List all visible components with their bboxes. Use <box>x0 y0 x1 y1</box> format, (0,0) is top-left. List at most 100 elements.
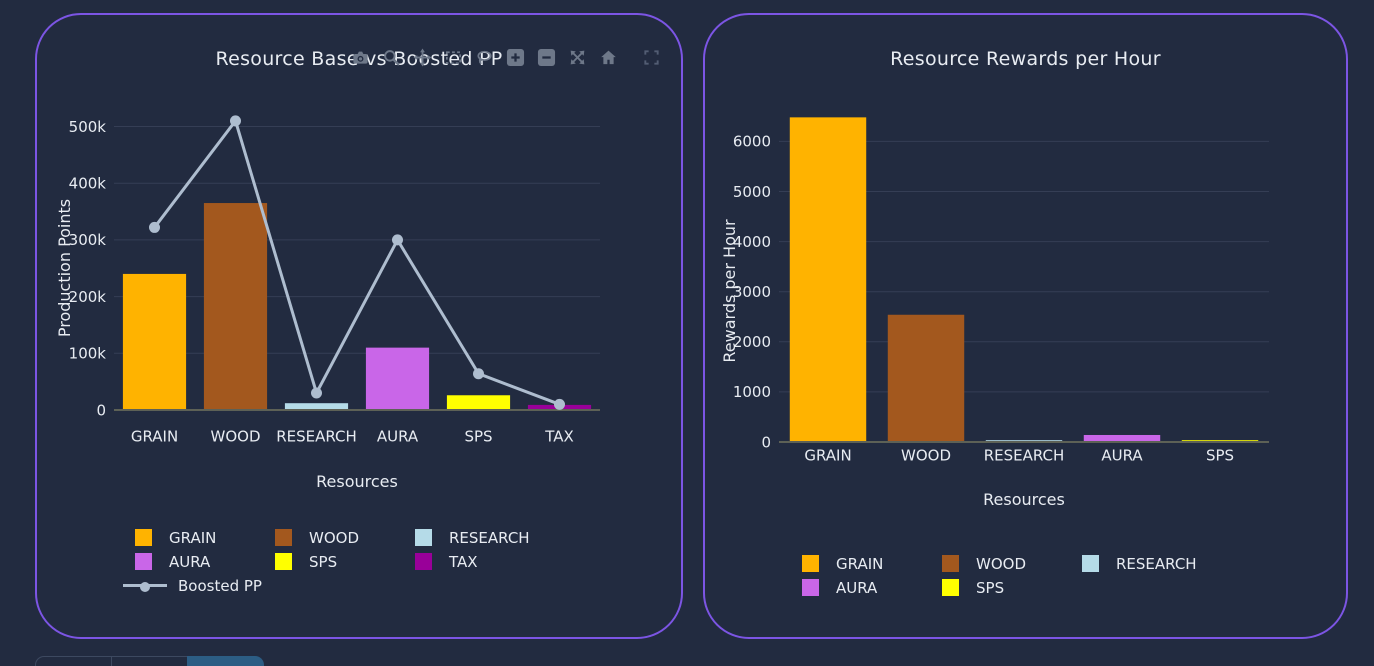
marker-research[interactable] <box>311 387 322 399</box>
marker-aura[interactable] <box>392 234 403 246</box>
legend-item-grain[interactable]: GRAIN <box>802 554 942 573</box>
plotly-modebar <box>351 48 661 67</box>
x-tick-label: TAX <box>544 427 574 445</box>
zoom-in-icon[interactable] <box>506 48 525 67</box>
legend-item-boosted-pp[interactable]: Boosted PP <box>123 577 275 595</box>
bar-grain[interactable] <box>122 273 187 410</box>
legend-item-aura[interactable]: AURA <box>802 578 942 597</box>
y-axis-title: Rewards per Hour <box>720 219 739 363</box>
bar-grain[interactable] <box>789 117 867 443</box>
marker-grain[interactable] <box>149 221 160 233</box>
bottom-tab-3[interactable] <box>187 656 264 666</box>
x-tick-label: WOOD <box>211 427 261 445</box>
legend-line-marker <box>140 582 150 592</box>
y-tick-label: 1000 <box>733 383 771 401</box>
y-tick-label: 300k <box>69 231 107 249</box>
legend-label: AURA <box>836 578 878 597</box>
card-production-chart: 0 100k 200k 300k 400k 500k GRAIN WOOD RESEARCH AU… <box>35 13 683 639</box>
y-tick-label: 0 <box>761 433 771 451</box>
box-select-icon[interactable] <box>444 48 463 67</box>
legend-label: RESEARCH <box>1116 554 1197 573</box>
y-tick-label: 6000 <box>733 133 771 151</box>
legend-item-sps[interactable]: SPS <box>942 578 1082 597</box>
legend-item-aura[interactable]: AURA <box>135 552 275 571</box>
line-boosted-pp[interactable] <box>153 117 561 406</box>
y-tick-label: 3000 <box>733 283 771 301</box>
legend-swatch <box>275 529 292 546</box>
y-axis-title: Production Points <box>55 199 74 337</box>
y-tick-label: 100k <box>69 345 107 363</box>
bottom-tab-1[interactable] <box>35 656 112 666</box>
bar-wood[interactable] <box>203 203 268 410</box>
legend-left: GRAIN WOOD RESEARCH AURA SPS TAX Boosted PP <box>123 528 555 595</box>
legend-swatch <box>802 579 819 596</box>
legend-label: SPS <box>309 552 338 571</box>
legend-right: GRAIN WOOD RESEARCH AURA SPS <box>802 554 1222 597</box>
legend-item-tax[interactable]: TAX <box>415 552 555 571</box>
y-tick-label: 400k <box>69 174 107 192</box>
x-tick-label: SPS <box>464 427 492 445</box>
legend-label: SPS <box>976 578 1005 597</box>
legend-swatch <box>275 553 292 570</box>
legend-swatch <box>415 529 432 546</box>
y-tick-label: 5000 <box>733 183 771 201</box>
legend-label: GRAIN <box>836 554 884 573</box>
x-axis-title: Resources <box>316 472 398 491</box>
x-tick-label: GRAIN <box>804 446 851 464</box>
legend-item-research[interactable]: RESEARCH <box>1082 554 1222 573</box>
legend-item-wood[interactable]: WOOD <box>942 554 1082 573</box>
legend-swatch <box>942 579 959 596</box>
legend-swatch <box>415 553 432 570</box>
legend-item-grain[interactable]: GRAIN <box>135 528 275 547</box>
chart-title-right: Resource Rewards per Hour <box>890 48 1161 70</box>
marker-sps[interactable] <box>473 368 484 380</box>
legend-label: RESEARCH <box>449 528 530 547</box>
bar-research[interactable] <box>284 403 349 410</box>
lasso-icon[interactable] <box>475 48 494 67</box>
x-tick-label: SPS <box>1206 446 1234 464</box>
bottom-tab-bar <box>35 656 264 666</box>
legend-label: GRAIN <box>169 528 217 547</box>
x-tick-label: GRAIN <box>131 427 178 445</box>
autoscale-icon[interactable] <box>568 48 587 67</box>
legend-item-research[interactable]: RESEARCH <box>415 528 555 547</box>
y-tick-label: 2000 <box>733 333 771 351</box>
legend-label: WOOD <box>976 554 1026 573</box>
legend-swatch <box>942 555 959 572</box>
chart-production-points[interactable]: 0 100k 200k 300k 400k 500k GRAIN WOOD RESEARCH AU… <box>37 15 681 637</box>
y-tick-label: 500k <box>69 118 107 136</box>
marker-wood[interactable] <box>230 115 241 127</box>
x-tick-label: AURA <box>377 427 419 445</box>
camera-icon[interactable] <box>351 48 370 67</box>
legend-item-sps[interactable]: SPS <box>275 552 415 571</box>
zoom-out-icon[interactable] <box>537 48 556 67</box>
y-tick-label: 4000 <box>733 233 771 251</box>
x-axis-title: Resources <box>983 490 1065 509</box>
bar-wood[interactable] <box>887 314 965 442</box>
x-tick-label: RESEARCH <box>276 427 357 445</box>
y-tick-label: 0 <box>96 401 106 419</box>
x-tick-label: RESEARCH <box>984 446 1065 464</box>
legend-label: AURA <box>169 552 211 571</box>
bar-aura[interactable] <box>1083 434 1161 442</box>
legend-swatch <box>135 529 152 546</box>
x-tick-label: WOOD <box>901 446 951 464</box>
legend-swatch <box>1082 555 1099 572</box>
home-icon[interactable] <box>599 48 618 67</box>
legend-label: WOOD <box>309 528 359 547</box>
y-tick-label: 200k <box>69 288 107 306</box>
marker-tax[interactable] <box>554 398 565 410</box>
pan-icon[interactable] <box>413 48 432 67</box>
bar-sps[interactable] <box>446 395 511 410</box>
zoom-icon[interactable] <box>382 48 401 67</box>
bar-aura[interactable] <box>365 347 430 410</box>
fullscreen-icon[interactable] <box>642 48 661 67</box>
legend-swatch <box>802 555 819 572</box>
legend-item-wood[interactable]: WOOD <box>275 528 415 547</box>
chart-rewards-per-hour[interactable]: 0 1000 2000 3000 4000 5000 6000 GRAIN WOOD RESEAR… <box>705 15 1346 637</box>
legend-label: TAX <box>449 552 478 571</box>
x-tick-label: AURA <box>1101 446 1143 464</box>
card-rewards-chart: 0 1000 2000 3000 4000 5000 6000 GRAIN WOOD RESEAR… <box>703 13 1348 639</box>
bottom-tab-2[interactable] <box>111 656 188 666</box>
